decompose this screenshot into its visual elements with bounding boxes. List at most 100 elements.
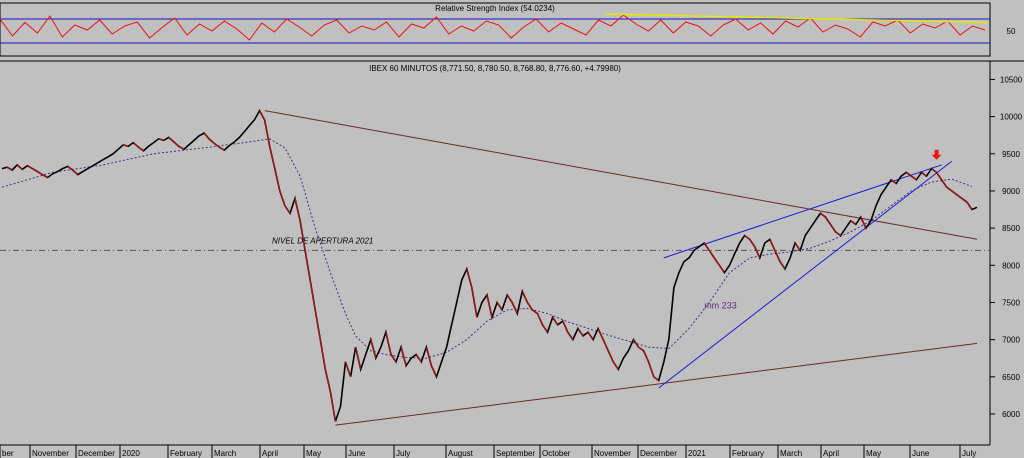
price-y-tick-label: 9500: [1002, 150, 1020, 159]
price-down-segment: [941, 179, 948, 188]
price-down-segment: [324, 369, 331, 392]
x-tick-label: December: [640, 449, 677, 458]
price-down-segment: [769, 239, 776, 251]
price-y-tick-label: 7000: [1002, 336, 1020, 345]
x-tick-label: November: [594, 449, 631, 458]
ma-233-label: mm 233: [704, 300, 737, 310]
price-y-tick-label: 7500: [1002, 298, 1020, 307]
x-tick-label: December: [78, 449, 115, 458]
price-down-segment: [203, 132, 210, 140]
price-down-segment: [178, 145, 185, 150]
x-tick-label: March: [780, 449, 802, 458]
price-down-segment: [506, 294, 513, 303]
x-tick-label: 2021: [688, 449, 706, 458]
price-y-tick-label: 9000: [1002, 187, 1020, 196]
price-down-segment: [138, 146, 144, 152]
price-down-segment: [385, 332, 392, 355]
x-tick-label: May: [306, 449, 321, 458]
price-down-segment: [577, 328, 584, 337]
price-down-segment: [319, 339, 326, 370]
price-down-segment: [956, 194, 963, 199]
price-panel: IBEX 60 MINUTOS (8,771.50, 8,780.50, 8,7…: [0, 61, 1023, 445]
price-down-segment: [961, 197, 968, 203]
price-down-segment: [274, 168, 281, 192]
price-down-segment: [329, 391, 336, 422]
price-down-segment: [42, 174, 48, 178]
price-down-segment: [264, 120, 271, 147]
price-down-segment: [638, 346, 644, 352]
price-down-segment: [269, 146, 276, 169]
price-down-segment: [951, 190, 958, 196]
price-down-segment: [355, 346, 362, 370]
price-down-segment: [370, 339, 377, 359]
price-down-segment: [607, 350, 614, 363]
price-y-tick-label: 8500: [1002, 224, 1020, 233]
price-down-segment: [471, 287, 478, 318]
rsi-frame: [0, 2, 991, 57]
price-down-segment: [718, 265, 725, 274]
price-down-segment: [37, 171, 43, 176]
price-down-segment: [415, 354, 422, 363]
price-down-segment: [284, 205, 291, 214]
x-tick-label: March: [214, 449, 236, 458]
price-down-segment: [294, 198, 301, 221]
price-title: IBEX 60 MINUTOS (8,771.50, 8,780.50, 8,7…: [369, 64, 621, 73]
price-down-segment: [218, 146, 225, 151]
rsi-title: Relative Strength Index (54.0234): [435, 4, 555, 13]
price-down-segment: [597, 328, 604, 340]
trendline: [335, 342, 978, 426]
price-down-segment: [158, 138, 164, 141]
price-down-segment: [259, 110, 266, 121]
price-down-segment: [526, 302, 533, 311]
price-down-segment: [279, 190, 286, 206]
price-down-segment: [820, 212, 826, 218]
x-tick-label: October: [542, 449, 571, 458]
x-tick-label: July: [962, 449, 976, 458]
sell-arrow-marker: [931, 149, 942, 160]
price-down-segment: [299, 220, 306, 251]
price-down-segment: [946, 186, 953, 192]
x-tick-label: February: [170, 449, 202, 458]
price-down-segment: [67, 166, 74, 171]
rsi-panel: Relative Strength Index (54.0234) 50: [0, 2, 1016, 57]
price-down-segment: [27, 165, 33, 170]
x-tick-label: June: [348, 449, 366, 458]
price-down-segment: [921, 171, 927, 177]
price-down-segment: [703, 242, 710, 251]
price-down-segment: [532, 309, 538, 315]
price-down-segment: [496, 302, 503, 311]
price-down-segment: [587, 331, 594, 340]
price-down-segment: [633, 339, 639, 348]
price-down-segment: [911, 175, 917, 181]
price-down-segment: [825, 216, 831, 225]
price-down-segment: [774, 250, 781, 262]
price-down-segment: [602, 339, 609, 351]
price-down-segment: [542, 324, 549, 333]
price-down-segment: [966, 201, 973, 210]
price-down-segment: [133, 142, 139, 148]
price-down-segment: [648, 361, 655, 377]
rsi-trendline: [604, 13, 989, 24]
price-down-segment: [653, 376, 660, 381]
price-down-segment: [708, 250, 715, 259]
price-down-segment: [552, 317, 559, 326]
apertura-label: NIVEL DE APERTURA 2021: [272, 236, 373, 245]
price-down-segment: [931, 168, 937, 173]
price-down-segment: [860, 216, 867, 229]
price-y-tick-label: 6500: [1002, 373, 1020, 382]
price-down-segment: [213, 142, 220, 148]
price-down-segment: [345, 361, 352, 377]
x-tick-label: August: [448, 449, 474, 458]
price-down-segment: [830, 224, 836, 233]
price-down-segment: [466, 268, 473, 288]
price-down-segment: [430, 365, 437, 378]
price-down-segment: [168, 137, 175, 143]
price-down-segment: [850, 220, 857, 225]
price-down-segment: [486, 294, 493, 318]
price-y-tick-label: 10000: [1000, 113, 1023, 122]
price-down-segment: [511, 302, 518, 314]
price-down-segment: [123, 144, 129, 147]
price-down-segment: [390, 354, 397, 363]
rsi-series: [0, 14, 986, 41]
